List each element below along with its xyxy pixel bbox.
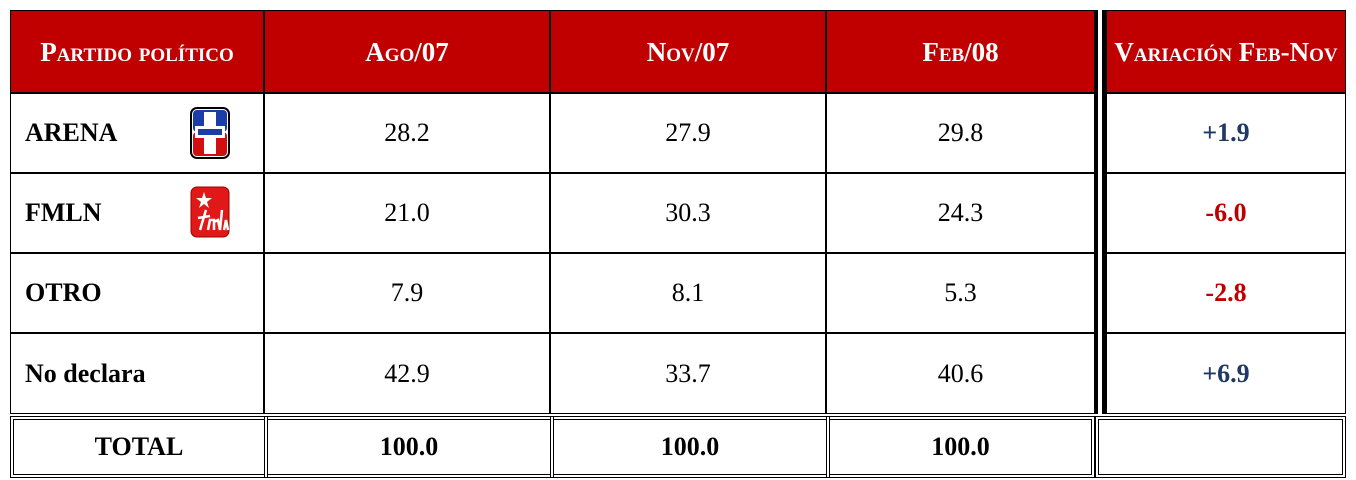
arena-logo: [190, 107, 230, 159]
cell-text: +1.9: [1202, 118, 1250, 147]
cell-text: Feb/08: [922, 36, 999, 67]
column-separator: [1094, 10, 1098, 414]
total-empty: [1095, 416, 1346, 478]
header-cell: Ago/07: [264, 10, 550, 93]
cell-text: No declara: [25, 358, 146, 388]
cell-text: 24.3: [937, 198, 984, 227]
data-cell: 24.3: [826, 173, 1095, 253]
row-label: ARENA: [10, 93, 264, 173]
cell-text: Ago/07: [365, 36, 449, 67]
cell-text: 33.7: [665, 358, 711, 388]
cell-text: ARENA: [25, 118, 118, 147]
fmln-logo: [190, 186, 230, 238]
header-cell: Variación Feb-Nov: [1106, 10, 1346, 93]
data-cell: 28.2: [264, 93, 550, 173]
cell-text: FMLN: [25, 198, 102, 227]
cell-text: OTRO: [25, 278, 102, 307]
cell-text: +6.9: [1202, 358, 1250, 388]
cell-text: 100.0: [931, 432, 990, 461]
data-cell: 40.6: [826, 333, 1095, 414]
cell-text: 40.6: [937, 358, 984, 388]
cell-text: 8.1: [671, 278, 705, 307]
row-label: No declara: [10, 333, 264, 414]
cell-text: 100.0: [379, 432, 439, 461]
data-cell: 33.7: [550, 333, 826, 414]
cell-text: TOTAL: [94, 432, 184, 461]
row-label: OTRO: [10, 253, 264, 333]
data-cell: 42.9: [264, 333, 550, 414]
data-cell: 21.0: [264, 173, 550, 253]
header-cell: Feb/08: [826, 10, 1095, 93]
cell-text: 42.9: [384, 358, 430, 388]
cell-text: Variación Feb-Nov: [1114, 36, 1338, 67]
total-cell: 100.0: [264, 416, 554, 478]
total-cell: 100.0: [826, 416, 1095, 478]
total-cell: 100.0: [550, 416, 830, 478]
data-cell: +1.9: [1106, 93, 1346, 173]
data-cell: 27.9: [550, 93, 826, 173]
cell-text: 7.9: [390, 278, 424, 307]
data-cell: -2.8: [1106, 253, 1346, 333]
cell-text: 29.8: [937, 118, 984, 147]
cell-text: 100.0: [660, 432, 720, 461]
header-cell: Nov/07: [550, 10, 826, 93]
total-label: TOTAL: [10, 416, 268, 478]
cell-text: Partido político: [40, 36, 234, 67]
data-cell: -6.0: [1106, 173, 1346, 253]
cell-text: -2.8: [1205, 278, 1247, 307]
data-cell: 30.3: [550, 173, 826, 253]
row-label: FMLN: [10, 173, 264, 253]
data-cell: 29.8: [826, 93, 1095, 173]
cell-text: 28.2: [384, 118, 430, 147]
data-cell: +6.9: [1106, 333, 1346, 414]
data-cell: 8.1: [550, 253, 826, 333]
cell-text: -6.0: [1205, 198, 1247, 227]
column-separator: [1102, 10, 1106, 414]
header-cell: Partido político: [10, 10, 264, 93]
cell-text: Nov/07: [646, 36, 730, 67]
cell-text: 27.9: [665, 118, 711, 147]
cell-text: 21.0: [384, 198, 430, 227]
data-cell: 7.9: [264, 253, 550, 333]
cell-text: 5.3: [944, 278, 977, 307]
data-cell: 5.3: [826, 253, 1095, 333]
cell-text: 30.3: [665, 198, 711, 227]
